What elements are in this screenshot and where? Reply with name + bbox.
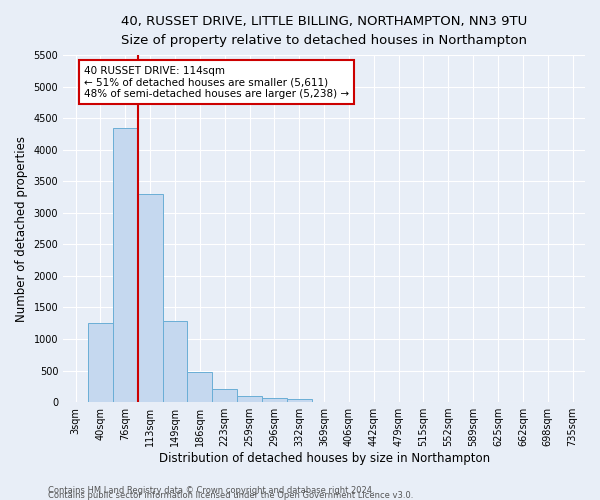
Bar <box>212 389 237 402</box>
Title: 40, RUSSET DRIVE, LITTLE BILLING, NORTHAMPTON, NN3 9TU
Size of property relative: 40, RUSSET DRIVE, LITTLE BILLING, NORTHA… <box>121 15 527 47</box>
Bar <box>237 396 262 402</box>
Text: Contains public sector information licensed under the Open Government Licence v3: Contains public sector information licen… <box>48 491 413 500</box>
Bar <box>88 322 113 402</box>
Bar <box>187 372 212 402</box>
Y-axis label: Number of detached properties: Number of detached properties <box>15 136 28 322</box>
Bar <box>262 398 287 402</box>
Bar <box>138 194 163 402</box>
Bar <box>287 399 311 402</box>
Text: Contains HM Land Registry data © Crown copyright and database right 2024.: Contains HM Land Registry data © Crown c… <box>48 486 374 495</box>
Text: 40 RUSSET DRIVE: 114sqm
← 51% of detached houses are smaller (5,611)
48% of semi: 40 RUSSET DRIVE: 114sqm ← 51% of detache… <box>84 66 349 98</box>
X-axis label: Distribution of detached houses by size in Northampton: Distribution of detached houses by size … <box>158 452 490 465</box>
Bar <box>163 322 187 402</box>
Bar <box>113 128 138 402</box>
